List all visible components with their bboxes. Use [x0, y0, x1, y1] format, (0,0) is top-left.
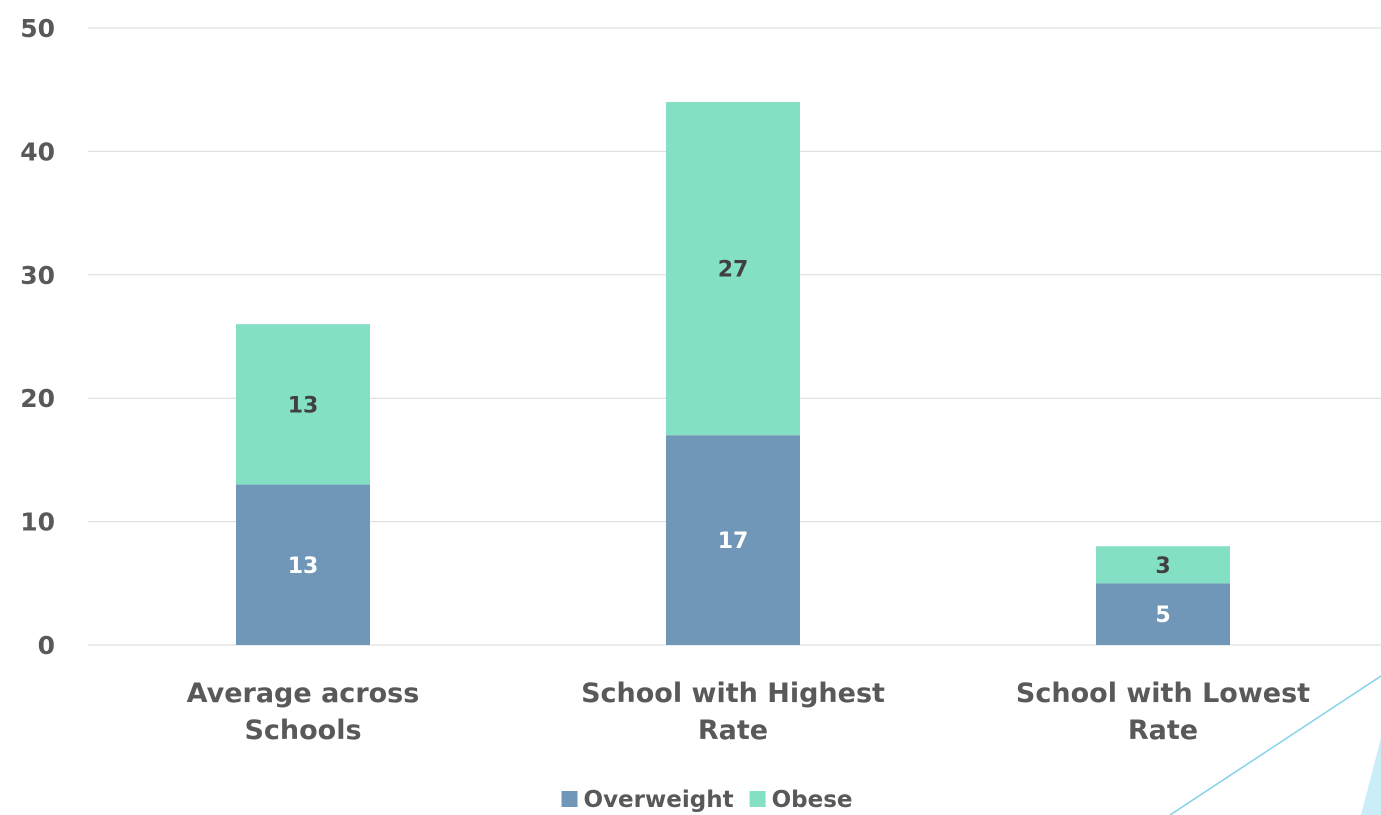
- legend-swatch: [561, 791, 578, 807]
- legend-label: Obese: [772, 787, 853, 813]
- legend-swatch: [749, 791, 766, 807]
- x-axis-category-labels: Average across Schools School with Highest…: [187, 678, 1310, 746]
- bar-overweight: [666, 435, 800, 645]
- decorative-accent: [1169, 675, 1381, 815]
- bar-overweight: [236, 484, 370, 645]
- data-label-obese: 27: [718, 258, 749, 283]
- data-label-obese: 13: [288, 393, 319, 418]
- accent-diagonal-line: [1169, 675, 1381, 815]
- legend: Overweight Obese: [561, 787, 853, 813]
- y-tick-label: 0: [38, 631, 55, 660]
- y-tick-label: 10: [20, 508, 55, 537]
- x-category-label: Average across Schools: [187, 678, 420, 746]
- bar-obese: [1096, 546, 1230, 584]
- data-label-overweight: 17: [718, 529, 749, 554]
- bar-obese: [666, 102, 800, 436]
- x-category-label: School with Lowest Rate: [1016, 678, 1310, 746]
- bar-obese: [236, 324, 370, 485]
- legend-item-overweight: Overweight: [561, 787, 734, 813]
- legend-item-obese: Obese: [749, 787, 853, 813]
- bars: [236, 102, 1230, 645]
- x-category-label: School with Highest Rate: [581, 678, 885, 746]
- accent-triangle: [1361, 738, 1381, 815]
- y-tick-label: 50: [20, 14, 55, 43]
- data-labels: 13 13 17 27 5 3: [288, 258, 1171, 629]
- data-label-overweight: 5: [1155, 603, 1170, 628]
- data-label-overweight: 13: [288, 554, 319, 579]
- y-tick-label: 20: [20, 384, 55, 413]
- y-tick-label: 30: [20, 261, 55, 290]
- data-label-obese: 3: [1155, 554, 1170, 579]
- legend-label: Overweight: [584, 787, 734, 813]
- y-tick-label: 40: [20, 137, 55, 166]
- y-axis-tick-labels: 0 10 20 30 40 50: [20, 14, 55, 660]
- bar-overweight: [1096, 583, 1230, 645]
